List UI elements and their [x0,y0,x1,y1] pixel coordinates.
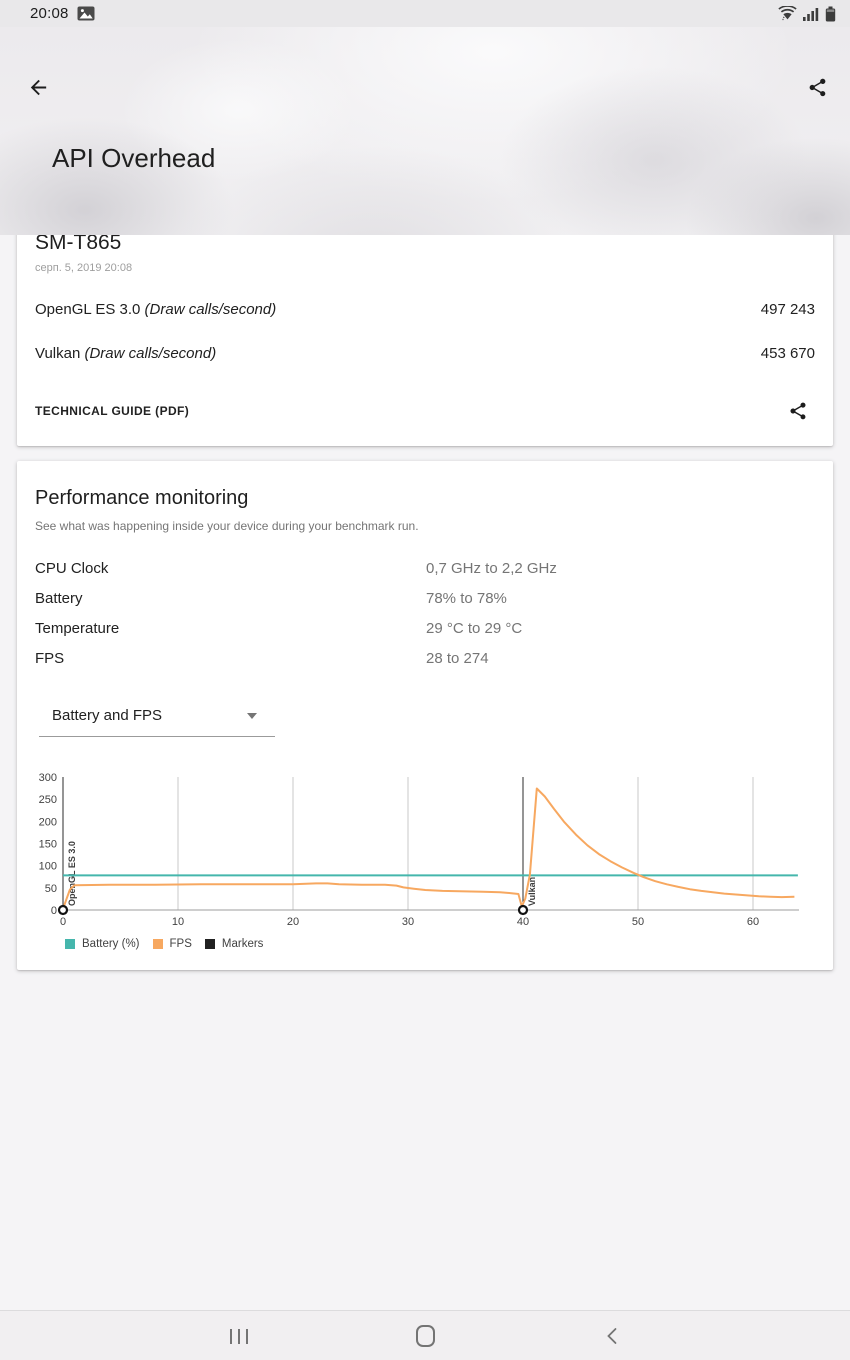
svg-text:Vulkan: Vulkan [527,877,537,906]
header: API Overhead [0,27,850,235]
home-icon [415,1325,435,1347]
stat-label: FPS [35,649,65,667]
svg-text:40: 40 [517,916,529,928]
svg-text:150: 150 [39,839,57,851]
svg-text:60: 60 [747,916,759,928]
stat-label: CPU Clock [35,559,109,577]
legend-swatch-markers [204,939,215,949]
back-arrow-icon [27,76,50,99]
page-title: API Overhead [52,143,216,173]
status-bar: 20:08 [0,0,850,27]
share-button[interactable] [797,67,837,107]
back-chevron-icon [604,1327,620,1345]
recents-icon [230,1328,248,1344]
stat-value: 0,7 GHz to 2,2 GHz [426,559,557,577]
chevron-down-icon [247,712,257,719]
svg-text:50: 50 [632,916,644,928]
technical-guide-link[interactable]: TECHNICAL GUIDE (PDF) [35,404,190,418]
legend-item-fps: FPS [152,938,192,950]
score-label: OpenGL ES 3.0 (Draw calls/second) [35,301,277,318]
score-label: Vulkan (Draw calls/second) [35,345,217,362]
dropdown-selected-value: Battery and FPS [52,707,163,724]
stat-row-cpu: CPU Clock 0,7 GHz to 2,2 GHz [35,553,815,583]
result-card: SM-T865 серп. 5, 2019 20:08 OpenGL ES 3.… [17,203,833,446]
svg-text:30: 30 [402,916,414,928]
svg-text:20: 20 [287,916,299,928]
stat-value: 28 to 274 [426,649,489,667]
battery-icon [825,6,836,22]
stat-label: Battery [35,589,83,607]
content: SM-T865 серп. 5, 2019 20:08 OpenGL ES 3.… [0,203,850,1310]
clock: 20:08 [30,5,69,22]
stat-row-temperature: Temperature 29 °C to 29 °C [35,613,815,643]
chart-canvas: OpenGL ES 3.0 Vulkan 0 50 100 150 200 250 300 0 10… [39,772,799,928]
signal-icon [803,7,819,21]
monitoring-subtitle: See what was happening inside your devic… [35,519,419,533]
stat-row-fps: FPS 28 to 274 [35,643,815,673]
run-date: серп. 5, 2019 20:08 [35,262,133,274]
share-icon [807,77,828,98]
performance-chart: OpenGL ES 3.0 Vulkan 0 50 100 150 200 250 300 0 10… [31,769,815,950]
legend-item-battery: Battery (%) [65,938,140,950]
svg-text:50: 50 [45,883,57,895]
legend-swatch-battery [65,939,75,949]
score-unit: (Draw calls/second) [84,345,217,362]
monitoring-card: Performance monitoring See what was happ… [17,461,833,970]
score-unit: (Draw calls/second) [144,301,277,318]
svg-text:0: 0 [51,905,57,917]
stats-table: CPU Clock 0,7 GHz to 2,2 GHz Battery 78%… [35,553,815,673]
stat-value: 29 °C to 29 °C [426,619,523,637]
legend-label: Battery (%) [82,938,140,950]
back-button[interactable] [18,67,58,107]
share-icon [788,401,808,421]
home-button[interactable] [395,1311,455,1360]
score-row-opengl: OpenGL ES 3.0 (Draw calls/second) 497 24… [35,301,815,318]
status-right [778,6,836,22]
svg-text:250: 250 [39,794,57,806]
status-left: 20:08 [30,5,95,22]
score-row-vulkan: Vulkan (Draw calls/second) 453 670 [35,345,815,362]
screenshot-image-icon [77,6,95,21]
stat-label: Temperature [35,619,120,637]
svg-text:OpenGL ES 3.0: OpenGL ES 3.0 [67,841,77,906]
monitoring-title: Performance monitoring [35,487,249,509]
navigation-bar [0,1310,850,1360]
score-value: 453 670 [760,345,815,362]
chart-mode-dropdown[interactable]: Battery and FPS [39,701,275,737]
svg-text:10: 10 [172,916,184,928]
svg-text:200: 200 [39,816,57,828]
technical-guide-row: TECHNICAL GUIDE (PDF) [35,396,815,426]
svg-text:0: 0 [60,916,66,928]
legend-label: FPS [169,938,192,950]
recents-button[interactable] [209,1311,269,1360]
svg-text:100: 100 [39,861,57,873]
chart-legend: Battery (%) FPS Markers [65,938,815,950]
legend-swatch-fps [152,939,163,949]
svg-text:300: 300 [39,772,57,784]
wifi-icon [778,6,797,21]
score-value: 497 243 [760,301,815,318]
stat-value: 78% to 78% [426,589,507,607]
nav-back-button[interactable] [582,1311,642,1360]
stat-row-battery: Battery 78% to 78% [35,583,815,613]
result-share-button[interactable] [781,396,815,426]
device-name: SM-T865 [35,231,122,254]
legend-label: Markers [221,938,264,950]
legend-item-markers: Markers [204,938,264,950]
